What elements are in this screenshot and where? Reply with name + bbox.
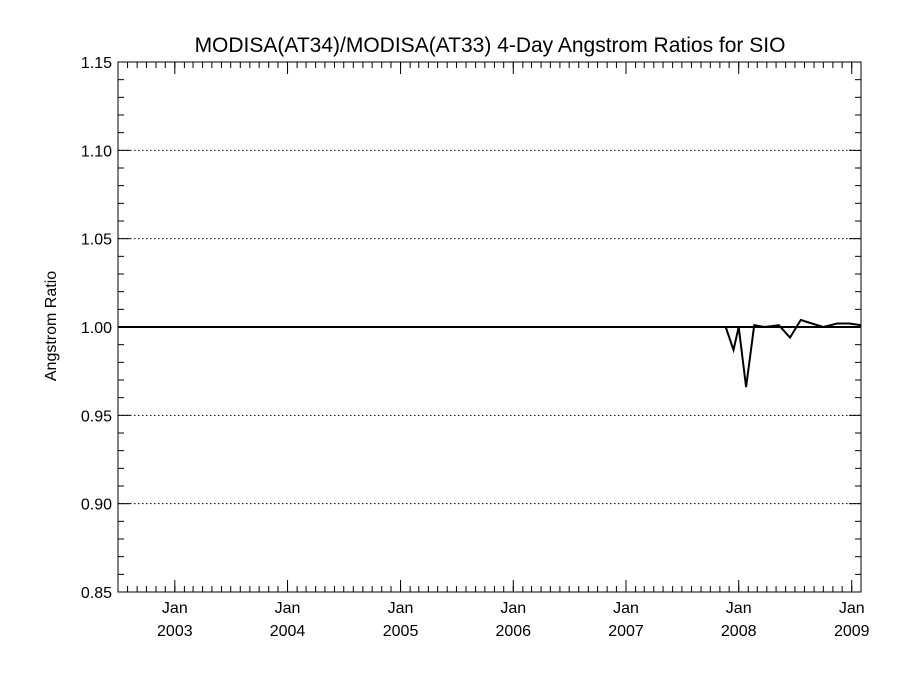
y-tick-label: 0.95 [81,408,112,425]
x-tick-label-month: Jan [500,600,526,617]
x-tick-label-year: 2008 [721,623,757,640]
x-tick-label-year: 2003 [157,623,193,640]
x-tick-label-year: 2007 [608,623,644,640]
y-tick-label: 1.10 [81,143,112,160]
x-tick-label-year: 2005 [383,623,419,640]
x-tick-label-month: Jan [275,600,301,617]
x-tick-label-year: 2004 [270,623,306,640]
y-axis: 0.85 0.90 0.95 1.00 1.05 1.10 1.15 [81,55,861,602]
chart-title: MODISA(AT34)/MODISA(AT33) 4-Day Angstrom… [195,34,786,57]
x-tick-label-month: Jan [726,600,752,617]
y-tick-label: 1.15 [81,55,112,72]
y-tick-label: 1.00 [81,320,112,337]
x-tick-label-month: Jan [613,600,639,617]
y-tick-label: 0.90 [81,497,112,514]
x-tick-label-month: Jan [388,600,414,617]
x-tick-label-year: 2009 [834,623,870,640]
x-tick-label-year: 2006 [495,623,531,640]
y-axis-label: Angstrom Ratio [43,271,60,381]
series-lines [724,318,862,388]
x-tick-label-month: Jan [162,600,188,617]
y-tick-label: 1.05 [81,232,112,249]
series-line [724,318,862,388]
y-tick-label: 0.85 [81,585,112,602]
x-axis: Jan 2003 Jan 2004 Jan 2005 Jan 2006 Jan 2007 Jan 20… [117,62,870,640]
x-tick-label-month: Jan [839,600,865,617]
